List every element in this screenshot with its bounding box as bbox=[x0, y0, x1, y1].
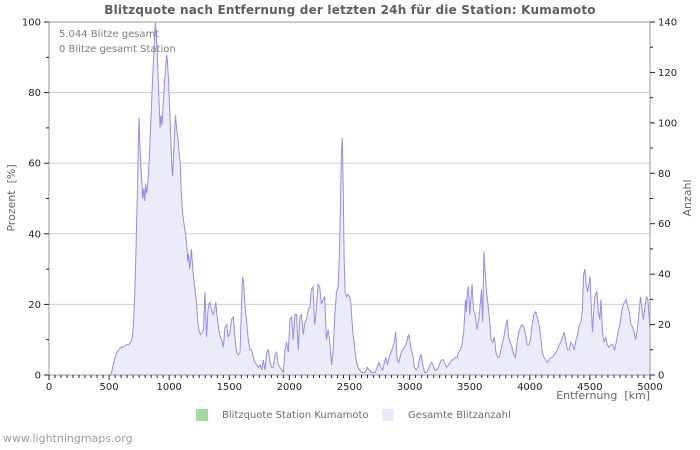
x-tick-label: 2500 bbox=[337, 382, 362, 393]
x-axis-title: Entfernung [km] bbox=[556, 389, 650, 402]
y-left-tick-label: 80 bbox=[28, 88, 41, 99]
watermark-link[interactable]: www.lightningmaps.org bbox=[3, 432, 133, 445]
y-right-tick-label: 20 bbox=[658, 320, 671, 331]
totals-annotation: 5.044 Blitze gesamt 0 Blitze gesamt Stat… bbox=[59, 27, 176, 57]
legend-item-station-quote: Blitzquote Station Kumamoto bbox=[196, 409, 369, 421]
left-axis-title: Prozent [%] bbox=[5, 164, 18, 232]
y-right-tick-label: 100 bbox=[658, 118, 677, 129]
chart-title: Blitzquote nach Entfernung der letzten 2… bbox=[104, 3, 596, 17]
x-tick-label: 4500 bbox=[577, 382, 602, 393]
y-right-tick-label: 140 bbox=[658, 18, 677, 29]
x-tick-label: 3000 bbox=[397, 382, 422, 393]
station-strikes-text: 0 Blitze gesamt Station bbox=[59, 44, 176, 55]
x-tick-label: 3500 bbox=[457, 382, 482, 393]
legend-swatch-station-quote bbox=[196, 409, 208, 421]
legend-label-total-count: Gesamte Blitzanzahl bbox=[408, 409, 511, 421]
x-tick-label: 5000 bbox=[637, 382, 662, 393]
y-right-tick-label: 80 bbox=[658, 169, 671, 180]
y-right-tick-label: 40 bbox=[658, 270, 671, 281]
y-left-tick-label: 40 bbox=[28, 229, 41, 240]
total-strikes-text: 5.044 Blitze gesamt bbox=[59, 29, 160, 40]
legend-swatch-total-count bbox=[382, 409, 394, 421]
total-count-line bbox=[49, 21, 651, 376]
x-tick-label: 500 bbox=[100, 382, 119, 393]
x-tick-label: 1000 bbox=[156, 382, 181, 393]
total-count-area bbox=[49, 22, 650, 375]
y-left-tick-label: 60 bbox=[28, 159, 41, 170]
x-tick-label: 4000 bbox=[517, 382, 542, 393]
y-left-tick-label: 20 bbox=[28, 300, 41, 311]
x-tick-label: 0 bbox=[46, 382, 52, 393]
right-axis-title: Anzahl bbox=[681, 179, 694, 217]
legend-label-station-quote: Blitzquote Station Kumamoto bbox=[222, 409, 369, 421]
x-tick-label: 1500 bbox=[217, 382, 242, 393]
x-tick-label: 2000 bbox=[277, 382, 302, 393]
y-left-tick-label: 0 bbox=[35, 371, 41, 382]
legend-item-total-count: Gesamte Blitzanzahl bbox=[382, 409, 511, 421]
y-left-tick-label: 100 bbox=[22, 18, 41, 29]
y-right-tick-label: 0 bbox=[658, 371, 664, 382]
y-right-tick-label: 60 bbox=[658, 219, 671, 230]
y-right-tick-label: 120 bbox=[658, 68, 677, 79]
